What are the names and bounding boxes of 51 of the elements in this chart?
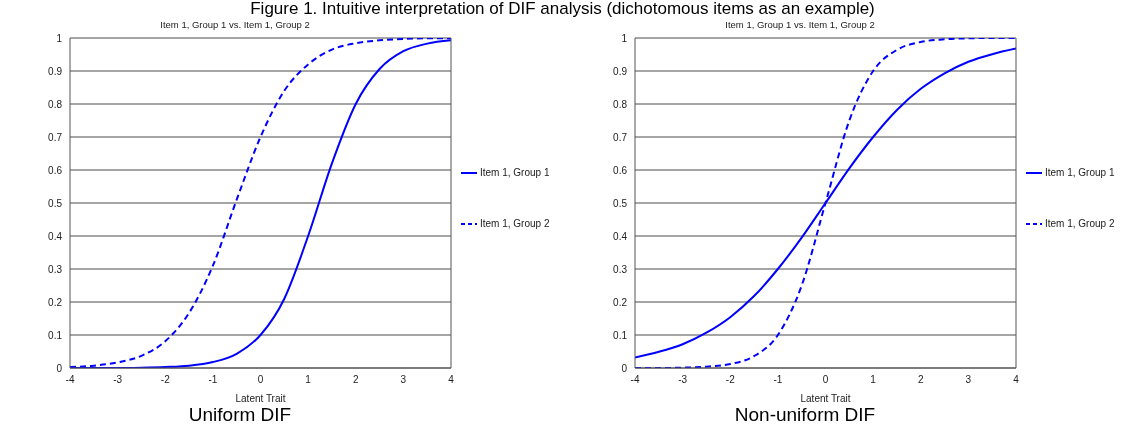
- y-tick-label: 0.5: [613, 197, 628, 209]
- x-tick-label: -3: [113, 374, 123, 386]
- x-tick-label: 0: [257, 374, 264, 386]
- x-tick-label: 4: [1013, 374, 1020, 386]
- legend-label: Item 1, Group 1: [1045, 167, 1115, 178]
- x-tick-label: 2: [917, 374, 924, 386]
- y-tick-label: 1: [56, 32, 63, 44]
- x-tick-label: -4: [65, 374, 75, 386]
- y-tick-label: 0.6: [48, 164, 63, 176]
- y-tick-label: 0.8: [48, 98, 63, 110]
- y-tick-label: 0: [56, 362, 63, 374]
- y-tick-label: 0.3: [48, 263, 63, 275]
- x-tick-label: -3: [678, 374, 688, 386]
- y-tick-label: 0.7: [613, 131, 628, 143]
- x-tick-label: 4: [448, 374, 455, 386]
- x-tick-label: 1: [305, 374, 312, 386]
- text: Uniform DIF: [187, 404, 293, 426]
- y-tick-label: 0.9: [613, 65, 628, 77]
- y-tick-label: 0.4: [613, 230, 628, 242]
- x-tick-label: -2: [725, 374, 736, 386]
- legend-label: Item 1, Group 2: [480, 218, 550, 229]
- y-tick-label: 0.5: [48, 197, 63, 209]
- text: Figure 1. Intuitive interpretation of DIF analysis (dichotomous items as an example): [249, 0, 876, 18]
- y-tick-label: 0.2: [48, 296, 63, 308]
- y-tick-label: 0.9: [48, 65, 63, 77]
- x-axis-title: Latent Trait: [235, 393, 286, 404]
- text: Non-uniform DIF: [733, 404, 877, 426]
- x-tick-label: -1: [208, 374, 218, 386]
- x-tick-label: 3: [400, 374, 407, 386]
- x-tick-label: 1: [870, 374, 877, 386]
- y-tick-label: 0.1: [613, 329, 628, 341]
- x-axis-title: Latent Trait: [800, 393, 851, 404]
- legend-label: Item 1, Group 2: [1045, 218, 1115, 229]
- y-tick-label: 0.1: [48, 329, 63, 341]
- x-tick-label: -4: [630, 374, 640, 386]
- x-tick-label: 3: [965, 374, 972, 386]
- y-tick-label: 0.8: [613, 98, 628, 110]
- y-tick-label: 0.6: [613, 164, 628, 176]
- x-tick-label: 0: [822, 374, 829, 386]
- y-tick-label: 0.7: [48, 131, 63, 143]
- y-tick-label: 1: [621, 32, 628, 44]
- x-tick-label: -1: [773, 374, 783, 386]
- x-tick-label: 2: [352, 374, 359, 386]
- x-tick-label: -2: [160, 374, 171, 386]
- y-tick-label: 0: [621, 362, 628, 374]
- legend-label: Item 1, Group 1: [480, 167, 550, 178]
- y-tick-label: 0.2: [613, 296, 628, 308]
- y-tick-label: 0.4: [48, 230, 63, 242]
- y-tick-label: 0.3: [613, 263, 628, 275]
- chart-subtitle: Item 1, Group 1 vs. Item 1, Group 2: [725, 19, 875, 30]
- chart-subtitle: Item 1, Group 1 vs. Item 1, Group 2: [160, 19, 310, 30]
